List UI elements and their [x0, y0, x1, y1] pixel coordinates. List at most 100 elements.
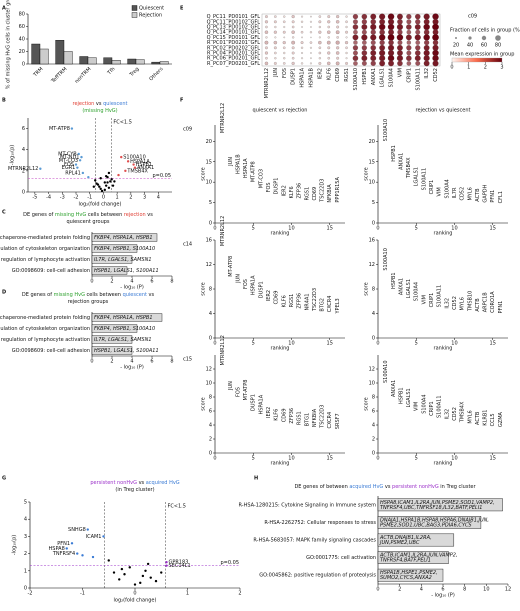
- gene-label: FKBP4, HSPA1A, HSPB1: [94, 235, 153, 241]
- dot: [379, 55, 386, 62]
- dot: [370, 60, 376, 67]
- point: [117, 173, 120, 177]
- y-tick-label: 8: [372, 395, 375, 401]
- gene-rank-label: KLF6: [289, 186, 295, 198]
- column-title: rejection vs quiescent: [416, 108, 471, 114]
- point: [149, 576, 152, 579]
- x-tick-label: -3: [60, 195, 65, 201]
- dot: [318, 30, 322, 34]
- bar: [63, 51, 73, 65]
- dot: [283, 51, 286, 55]
- y-tick-label: 12: [206, 367, 212, 373]
- title-part: DE genes of: [22, 292, 54, 298]
- y-tick-label: 6: [22, 126, 25, 132]
- dot: [397, 60, 403, 67]
- point: [81, 554, 84, 557]
- x-tick-label: 0: [133, 591, 136, 597]
- point-label: RPL41: [65, 170, 81, 176]
- dot: [361, 50, 368, 56]
- gene-label: FKBP4, HSPA1A, HSPB1: [94, 315, 153, 321]
- point-label: GPR183: [169, 560, 189, 566]
- dot: [345, 46, 348, 50]
- dot: [300, 30, 304, 34]
- dot: [379, 13, 386, 20]
- gene-rank-label: CXCR4: [327, 412, 333, 429]
- dot: [300, 62, 304, 65]
- gene-rank-label: JUN: [235, 274, 241, 284]
- dot: [318, 20, 322, 24]
- dot: [396, 34, 404, 41]
- axis-line: [377, 125, 508, 224]
- column-label: HSPA1A: [300, 67, 306, 87]
- y-axis-label: score: [201, 167, 207, 180]
- point: [133, 583, 137, 586]
- gene-rank-label: CRIP1: [429, 293, 435, 308]
- dot: [344, 41, 349, 45]
- gene-label: HSPA1B,HSPE1,PSME2,: [380, 570, 438, 576]
- gene-rank-label: DUSP1: [274, 178, 280, 195]
- gene-rank-label: S100A10: [383, 361, 389, 384]
- gene-label: FKBP4, HSPB1, S100A10: [94, 246, 155, 252]
- dot: [336, 36, 339, 39]
- point: [87, 176, 90, 179]
- y-tick-label: 4: [22, 147, 25, 153]
- column-label: IER2: [317, 68, 323, 79]
- p-label: p=0.05: [153, 173, 172, 179]
- gene-rank-label: MT-CO3: [258, 169, 264, 188]
- x-tick-label: 4: [130, 279, 133, 285]
- dot: [415, 19, 421, 25]
- gene-rank-label: CD52: [452, 296, 458, 310]
- gene-label: IL7R, LGALS1, SAMSN1: [94, 257, 152, 263]
- y-tick-label: 16: [369, 238, 375, 244]
- point: [113, 180, 116, 183]
- dot: [370, 19, 377, 25]
- point: [86, 528, 89, 531]
- column-label: MTRNR2L12: [264, 68, 270, 98]
- point-label: SNHG8: [68, 527, 86, 533]
- dot: [309, 31, 313, 34]
- y-axis-label: score: [364, 167, 370, 180]
- x-tick-label: 15: [490, 226, 496, 232]
- title-part: vs: [146, 212, 154, 218]
- y-tick-label: 20: [206, 139, 212, 145]
- x-axis-label: ranking: [271, 346, 290, 352]
- x-tick-label: 6: [150, 279, 153, 285]
- gene-rank-label: FOS: [243, 279, 249, 289]
- dot: [415, 40, 421, 45]
- point: [112, 571, 116, 574]
- point: [91, 555, 95, 559]
- point-label: MTRNR2L12: [8, 166, 38, 172]
- dot: [318, 51, 322, 55]
- dot: [336, 46, 340, 50]
- dot: [423, 18, 430, 25]
- x-tick-label: 4: [130, 359, 133, 365]
- gene-rank-label: S100A11: [437, 396, 443, 419]
- chart-title: rejection groups: [68, 299, 109, 305]
- dot: [264, 30, 269, 34]
- title-part: acquired HvG: [146, 480, 180, 486]
- dot: [301, 36, 303, 39]
- term-label: GO:0051493: regulation of cytoskeleton o…: [0, 246, 90, 252]
- x-tick-label: 0: [213, 341, 216, 347]
- dot: [326, 40, 331, 45]
- gene-rank-label: S100A4: [421, 394, 427, 413]
- dot: [352, 24, 359, 30]
- dot: [432, 34, 439, 41]
- dot: [335, 40, 340, 45]
- point: [154, 579, 158, 583]
- x-tick-label: -1: [80, 591, 85, 597]
- point: [70, 127, 74, 130]
- dot: [282, 41, 286, 45]
- y-tick-label: 8: [209, 287, 212, 293]
- panel-label: F: [180, 98, 183, 104]
- x-tick-label: 10: [288, 341, 294, 347]
- x-tick-label: 10: [451, 341, 457, 347]
- dot: [432, 60, 439, 67]
- dot: [300, 20, 304, 23]
- dot: [273, 62, 277, 65]
- row-label: R_PC07_PD0201_GFL: [207, 61, 260, 67]
- x-tick-label: 4: [157, 195, 160, 201]
- dot: [310, 46, 312, 49]
- gene-rank-label: VIM: [421, 295, 427, 304]
- point: [133, 166, 137, 169]
